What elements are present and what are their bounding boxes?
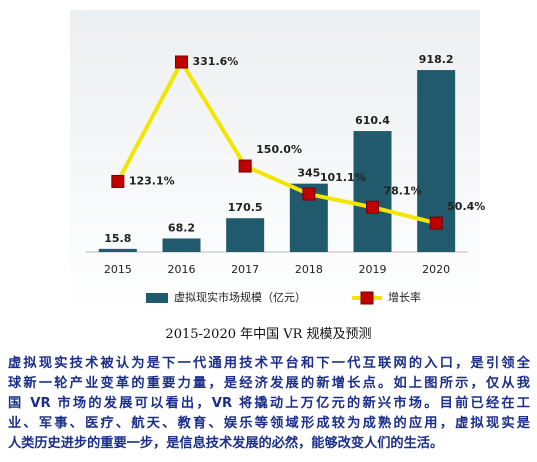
line-value-label: 78.1% [384, 184, 422, 197]
bar-value-label: 15.8 [104, 232, 131, 245]
line-value-label: 50.4% [447, 200, 485, 213]
line-marker [429, 216, 443, 230]
x-tick-label: 2019 [359, 263, 387, 276]
paragraph-line: 业、军事、医疗、航天、教育、娱乐等领域形成较为成熟的应用，虚拟现实是 [8, 416, 530, 431]
line-value-label: 150.0% [256, 143, 302, 156]
line-value-label: 123.1% [129, 174, 175, 187]
x-tick-label: 2018 [295, 263, 323, 276]
line-marker [175, 55, 188, 69]
x-tick-label: 2020 [422, 263, 450, 276]
line-marker [111, 174, 125, 188]
paragraph-line: 国 VR 市场的发展可以看出，VR 将撬动上万亿元的新兴市场。目前已经在工 [8, 396, 530, 411]
line-value-label: 331.6% [193, 55, 239, 68]
x-tick-label: 2016 [168, 263, 196, 276]
legend-swatch [146, 293, 168, 303]
bar-value-label: 170.5 [228, 201, 263, 214]
paragraph-line: 球新一轮产业变革的重要力量，是经济发展的新增长点。如上图所示，仅从我 [8, 376, 530, 391]
line-marker [302, 187, 316, 201]
chart-background [70, 10, 480, 315]
bar [226, 218, 265, 252]
caption: 2015-2020 年中国 VR 规模及预测 [165, 327, 372, 342]
bar-value-label: 68.2 [168, 221, 195, 234]
bar-value-label: 918.2 [419, 53, 454, 66]
line-marker [238, 159, 252, 173]
growth-line [116, 57, 437, 226]
line-value-label: 101.1% [320, 171, 366, 184]
line-marker [366, 200, 379, 214]
bar [98, 248, 137, 252]
legend-label: 虚拟现实市场规模（亿元） [174, 290, 306, 304]
chart: 2015 2016 2017 2018 2019 2020 15.8 68.2 170.5 345… [70, 10, 485, 315]
bar [353, 131, 392, 252]
legend-label: 增长率 [388, 290, 421, 304]
paragraph: 虚拟现实技术被认为是下一代通用技术平台和下一代互联网的入口，是引领全 球新一轮产业… [8, 354, 530, 454]
bar-value-label: 345 [297, 167, 320, 180]
paragraph-line: 虚拟现实技术被认为是下一代通用技术平台和下一代互联网的入口，是引领全 [8, 356, 530, 371]
bar-value-label: 610.4 [355, 114, 390, 127]
x-tick-label: 2017 [231, 263, 259, 276]
paragraph-line: 人类历史进步的重要一步，是信息技术发展的必然，能够改变人们的生活。 [8, 436, 444, 451]
legend-swatch [360, 291, 374, 305]
x-tick-label: 2015 [104, 263, 132, 276]
bar [162, 238, 201, 252]
